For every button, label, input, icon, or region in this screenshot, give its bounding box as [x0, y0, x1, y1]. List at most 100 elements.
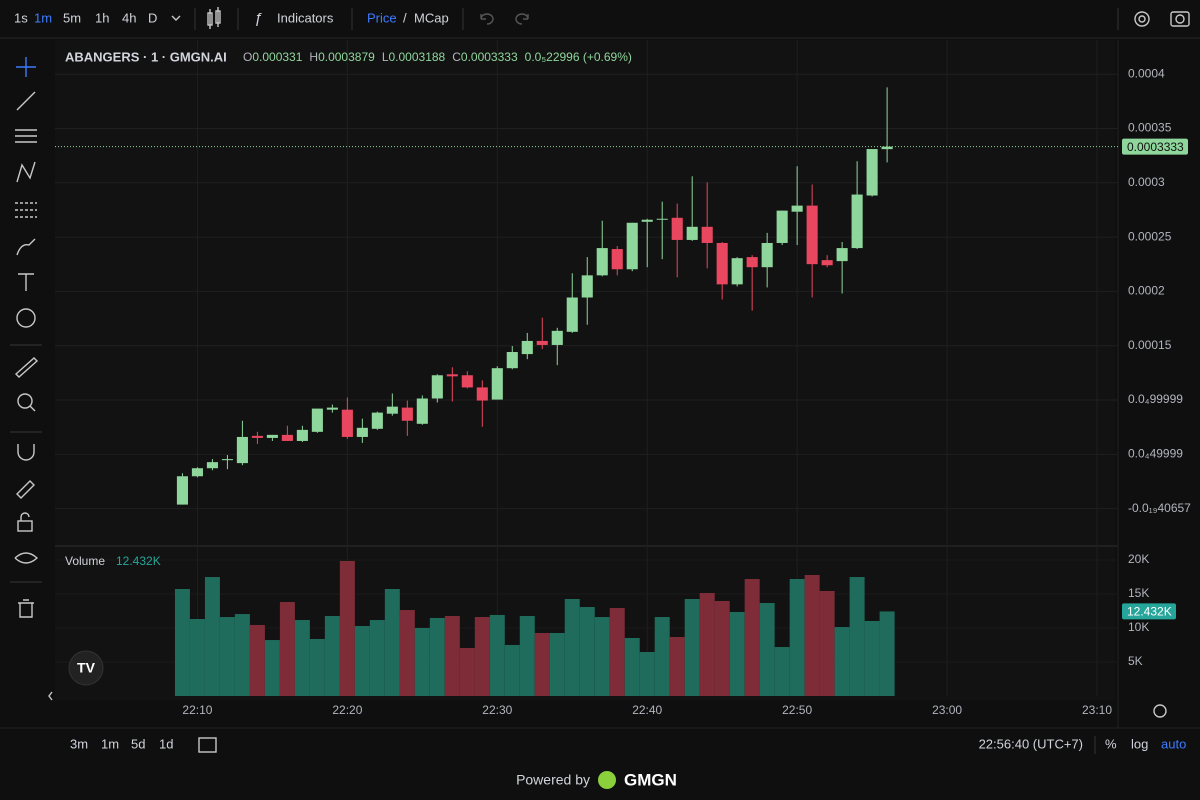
candle-body — [416, 398, 428, 424]
volume-badge-label: 12.432K — [1127, 605, 1172, 619]
interval[interactable]: 1s — [14, 10, 28, 25]
volume-bar — [729, 611, 745, 696]
volume-bar — [804, 574, 820, 696]
undo-icon[interactable] — [480, 13, 494, 25]
interval[interactable]: 1m — [34, 10, 52, 25]
volume-bar — [429, 617, 445, 696]
volume-bar — [279, 601, 295, 696]
calendar-icon[interactable] — [198, 737, 217, 753]
legend-item: 0.0003333 — [461, 50, 518, 64]
settings-icon-core — [1138, 15, 1146, 23]
lock-shackle — [20, 512, 30, 521]
eye-tool[interactable] — [14, 552, 39, 564]
range-button[interactable]: 5d — [131, 736, 145, 751]
interval[interactable]: 5m — [63, 10, 81, 25]
labels: 22:10 22:20 22:30 22:40 22:50 23:00 23:10 0.000… — [182, 66, 1191, 717]
candle-body — [266, 434, 278, 438]
magnet-tool[interactable] — [17, 444, 35, 461]
zoom-handle — [29, 405, 36, 412]
tv-logo-mark: TV — [77, 660, 96, 676]
range-button[interactable]: 1m — [101, 736, 119, 751]
fib-tool[interactable] — [15, 129, 37, 143]
legend-item: O — [243, 50, 252, 64]
candle-body — [236, 436, 248, 464]
legend-item: 0.000331 — [252, 50, 302, 64]
dropdown-icon[interactable] — [171, 15, 181, 21]
redo-icon[interactable] — [515, 13, 529, 25]
volume-bar — [189, 618, 205, 696]
lock-draw-tool[interactable] — [16, 480, 35, 499]
axis-settings-icon[interactable] — [1153, 704, 1167, 718]
volume-bar — [864, 620, 880, 696]
candle-body — [356, 427, 368, 437]
volume-bar — [324, 616, 340, 696]
log-toggle[interactable]: log — [1131, 736, 1148, 751]
candle-body — [521, 340, 533, 355]
volume-bar — [609, 607, 625, 696]
volume-bar — [519, 616, 535, 696]
volume-bar — [669, 637, 685, 696]
candle-body — [866, 149, 878, 196]
settings-icon[interactable] — [1134, 11, 1150, 27]
tv-logo[interactable] — [68, 650, 104, 686]
trash-tool[interactable] — [18, 599, 34, 618]
volume-bar — [774, 647, 790, 696]
brush-tool[interactable] — [16, 238, 36, 256]
volume-bar — [444, 616, 460, 696]
y-tick-label: 0.00025 — [1128, 229, 1172, 243]
candle-body — [671, 217, 683, 240]
text-tool[interactable] — [18, 273, 34, 291]
fx-icon[interactable]: ƒ — [254, 10, 262, 27]
candle-body — [491, 368, 503, 400]
line-tool[interactable] — [16, 91, 36, 111]
interval[interactable]: 4h — [122, 10, 136, 25]
candle-body — [851, 194, 863, 249]
volume-legend-value: 12.432K — [116, 554, 161, 568]
camera-icon[interactable] — [1170, 11, 1190, 27]
range-button[interactable]: 1d — [159, 736, 173, 751]
volume-bar — [639, 651, 655, 696]
range-button[interactable]: 3m — [70, 736, 88, 751]
interval[interactable]: 1h — [95, 10, 109, 25]
pattern-tool[interactable] — [16, 161, 36, 183]
y-tick-label: 0.00035 — [1128, 121, 1172, 135]
collapse-icon[interactable] — [48, 691, 53, 701]
volume-bar — [459, 647, 475, 696]
gmgn-logo — [598, 771, 616, 789]
x-tick-label: 22:10 — [182, 703, 212, 717]
percent-toggle[interactable]: % — [1105, 736, 1117, 751]
volume-bar — [399, 610, 415, 696]
volume-bar — [879, 611, 895, 696]
candle-body — [581, 275, 593, 298]
auto-toggle[interactable]: auto — [1161, 736, 1186, 751]
ruler-tool[interactable] — [14, 357, 39, 378]
chart-type-icon[interactable] — [207, 7, 221, 29]
volume-bar — [654, 617, 670, 696]
emoji-tool[interactable] — [16, 308, 36, 328]
price-toggle[interactable]: Price — [367, 10, 397, 25]
x-tick-label: 22:40 — [632, 703, 662, 717]
volume-bar — [474, 617, 490, 696]
volume-bar — [339, 560, 355, 696]
volume-tick-label: 5K — [1128, 654, 1143, 668]
candle-body — [281, 434, 293, 441]
mcap-toggle[interactable]: MCap — [414, 10, 449, 25]
candle-body — [821, 260, 833, 266]
y-tick-label: 0.0₄49999 — [1128, 446, 1183, 460]
candle-body — [311, 408, 323, 432]
x-tick-label: 22:30 — [482, 703, 512, 717]
forecast-tool[interactable] — [15, 202, 37, 218]
volume-bar — [624, 637, 640, 696]
candle-body — [251, 435, 263, 438]
volume-bar — [174, 588, 190, 696]
candle-body — [371, 412, 383, 429]
candle-body — [776, 210, 788, 243]
candle-body — [551, 330, 563, 345]
zoom-tool[interactable] — [17, 393, 33, 409]
volume-bar — [759, 603, 775, 696]
volume-bar — [249, 624, 265, 696]
interval[interactable]: D — [148, 10, 157, 25]
lock-tool[interactable] — [17, 520, 33, 532]
indicators-button[interactable]: Indicators — [277, 10, 334, 25]
crosshair-tool[interactable] — [16, 57, 36, 77]
